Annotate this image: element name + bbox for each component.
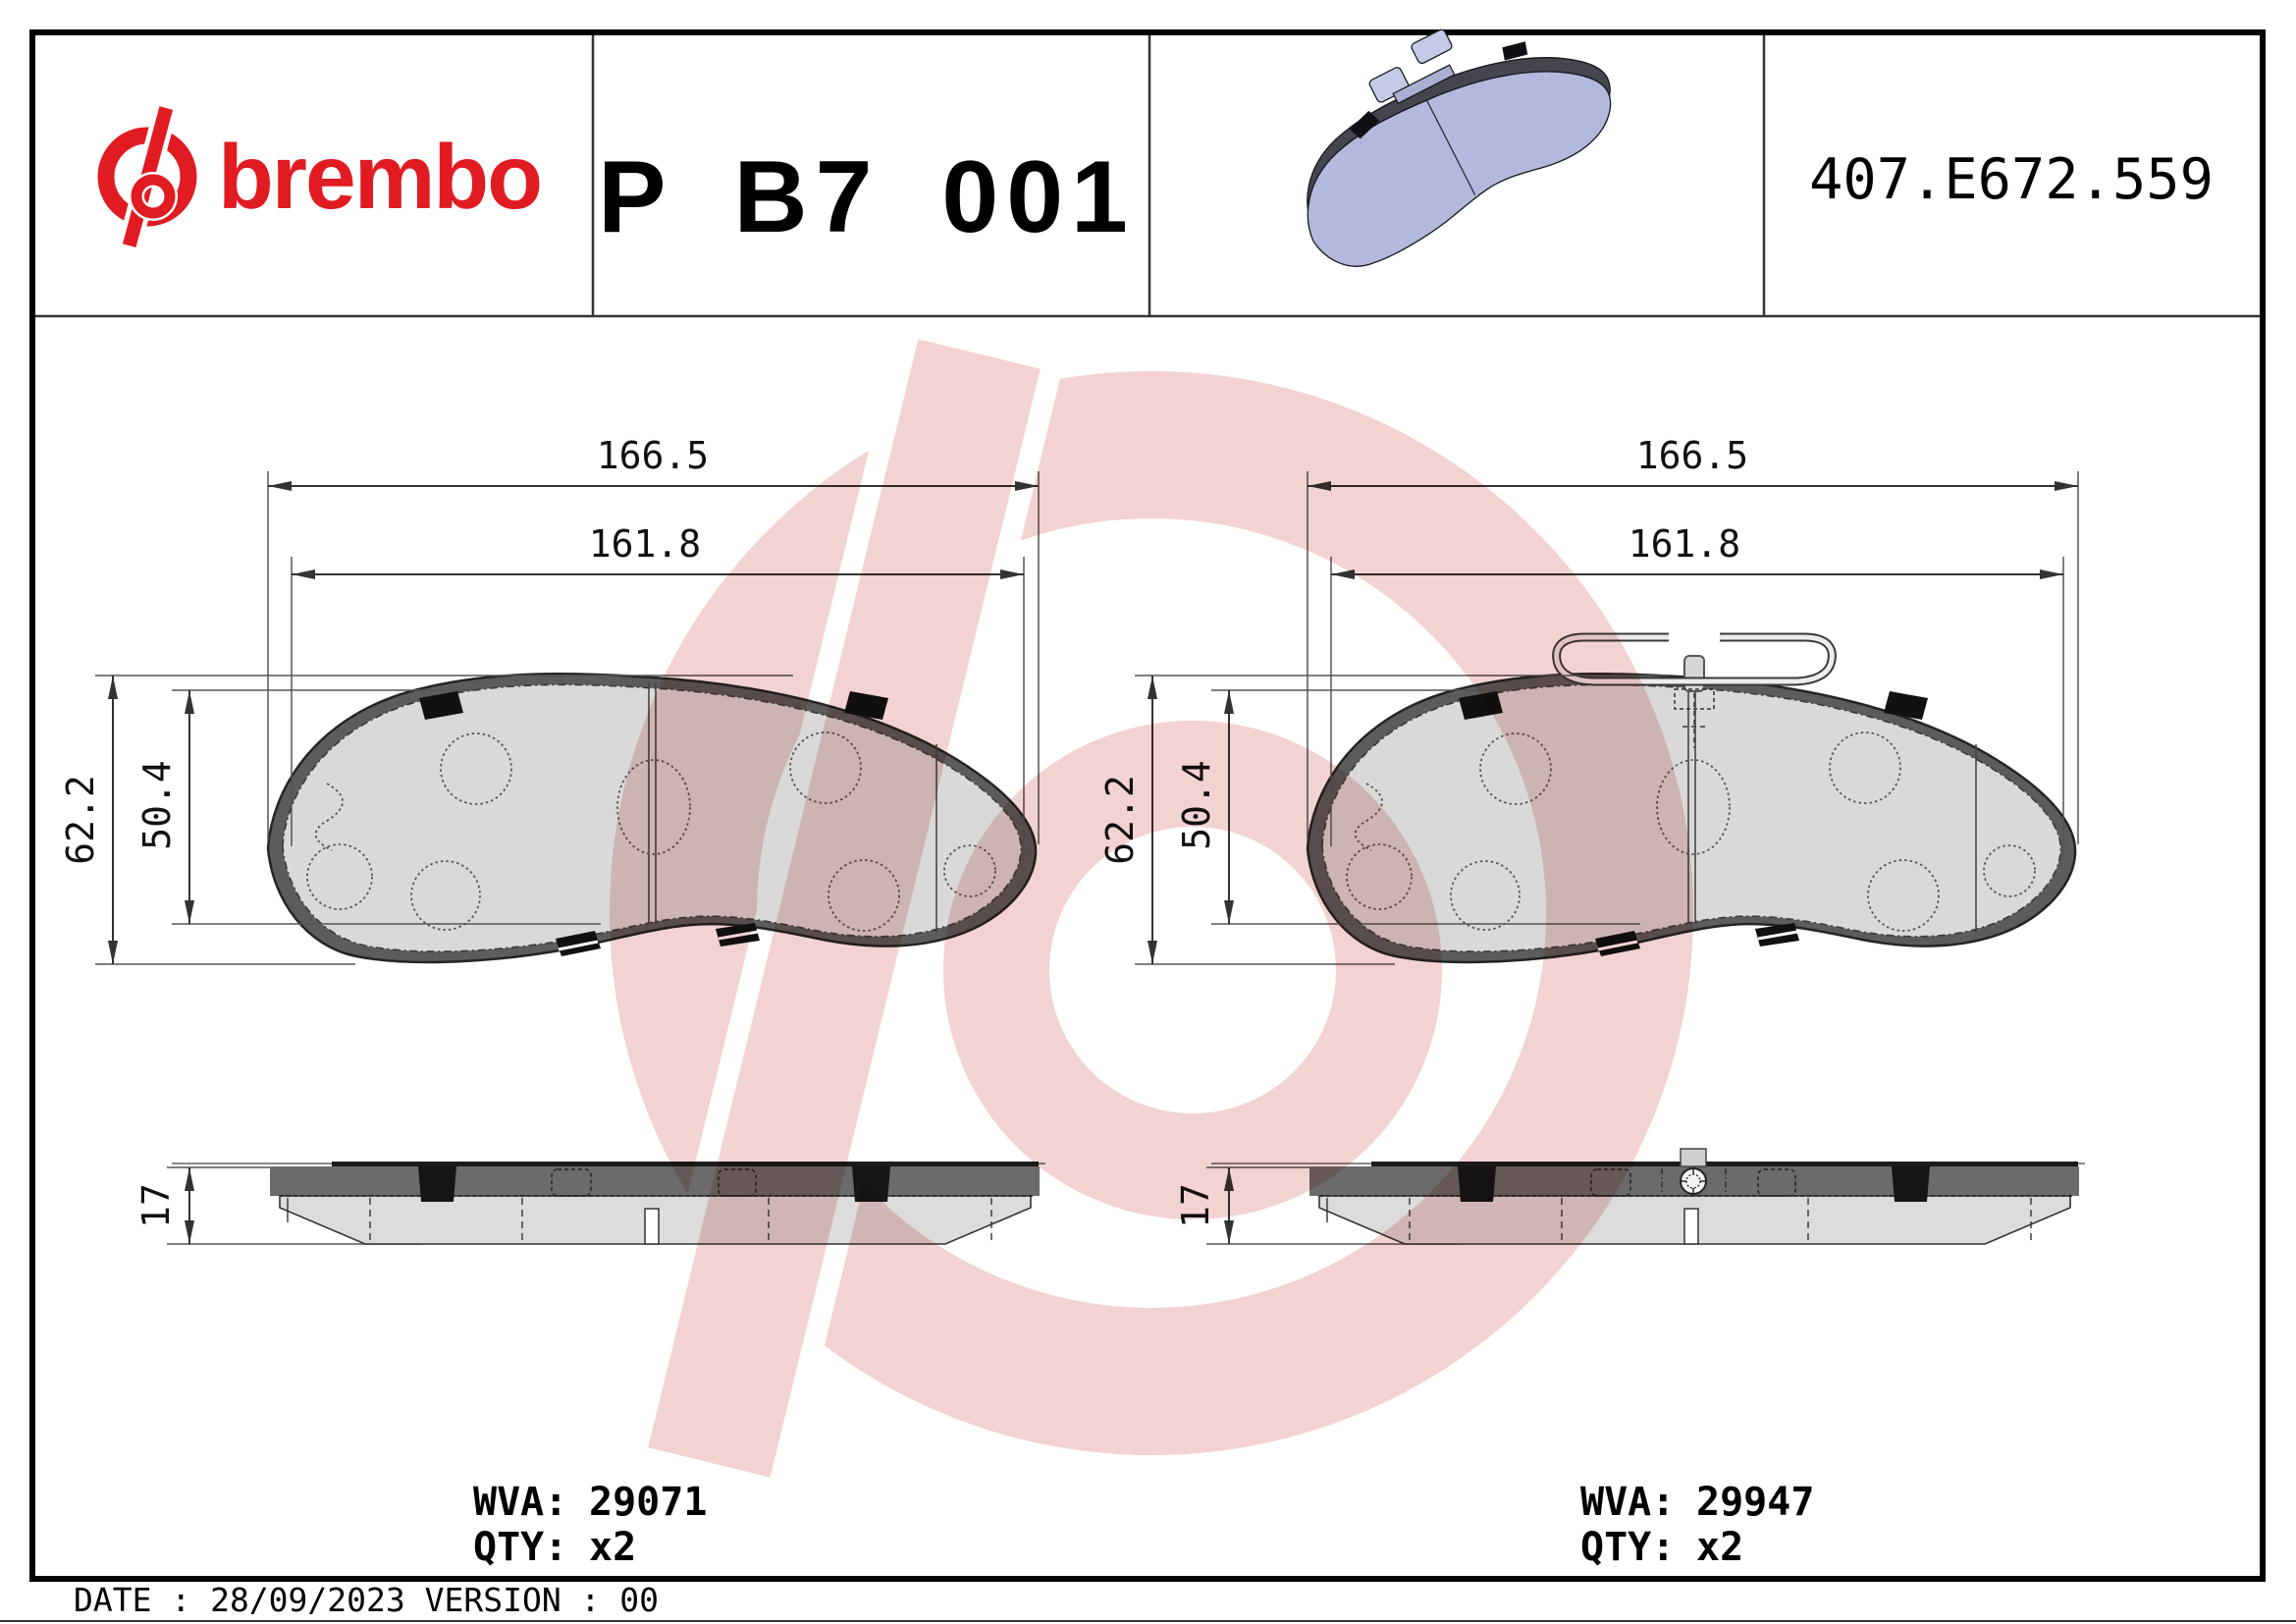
reference-code: 407.E672.559 <box>1809 147 2214 212</box>
svg-text:166.5: 166.5 <box>1636 434 1748 477</box>
footer-date-version: DATE : 28/09/2023 VERSION : 00 <box>74 1581 659 1619</box>
qty-value-right: x2 <box>1696 1525 1743 1570</box>
svg-text:166.5: 166.5 <box>597 434 709 477</box>
wva-value-right: 29947 <box>1696 1480 1814 1525</box>
wva-label-right: WVA: <box>1580 1480 1675 1525</box>
wva-value-left: 29071 <box>589 1480 707 1525</box>
left-dimensions: 166.5 161.8 62.2 50.4 17 <box>59 434 1040 1245</box>
part-number: P B7 001 <box>598 140 1136 254</box>
qty-value-left: x2 <box>589 1525 636 1570</box>
svg-text:17: 17 <box>134 1183 178 1228</box>
dim-thickness-left: 17 <box>134 1166 422 1245</box>
pad-3d-render <box>1307 28 1612 267</box>
qty-label-right: QTY: <box>1580 1525 1675 1570</box>
dim-friction-height-left: 50.4 <box>135 689 601 925</box>
rivet-detail <box>1661 1148 1727 1195</box>
svg-text:161.8: 161.8 <box>1629 522 1740 566</box>
svg-text:161.8: 161.8 <box>589 522 701 566</box>
brand-wordmark: brembo <box>218 126 541 228</box>
svg-text:50.4: 50.4 <box>135 760 179 850</box>
brand-logo: brembo <box>97 100 543 254</box>
right-pad-info: WVA: 29947 QTY: x2 <box>1580 1480 1814 1570</box>
dim-friction-width-left: 161.8 <box>291 522 1025 859</box>
left-pad-info: WVA: 29071 QTY: x2 <box>473 1480 707 1570</box>
brembo-logo-icon <box>97 100 197 254</box>
svg-text:62.2: 62.2 <box>59 775 102 865</box>
page-border <box>29 29 2266 1582</box>
wva-label-left: WVA: <box>473 1480 567 1525</box>
watermark-brembo-logo <box>610 312 1693 1504</box>
qty-label-left: QTY: <box>473 1525 567 1570</box>
right-pad-side-view <box>1210 1148 2086 1245</box>
